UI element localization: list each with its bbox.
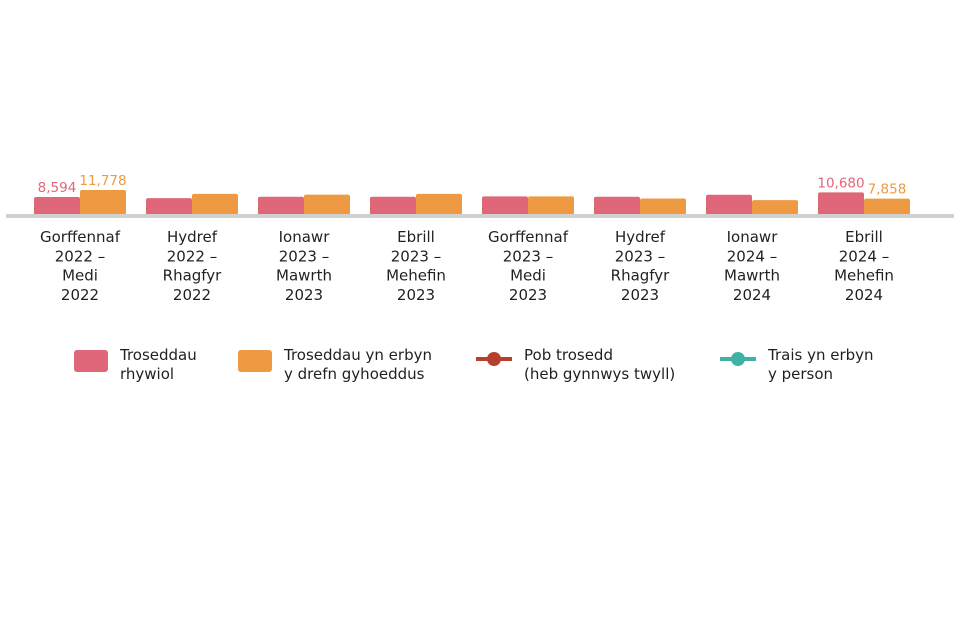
x-tick-label: Ebrill 2024 – Mehefin 2024 xyxy=(834,228,894,304)
bar-sexual-offences-6 xyxy=(706,194,752,216)
bar-public-order-6 xyxy=(752,200,798,216)
data-label: 7,858 xyxy=(868,182,907,198)
bar-sexual-offences-5 xyxy=(594,196,640,216)
data-label: 11,778 xyxy=(79,173,126,189)
x-tick-label: Gorffennaf 2023 – Medi 2023 xyxy=(488,228,569,304)
bar-sexual-offences-7 xyxy=(818,192,864,216)
bar-public-order-7 xyxy=(864,198,910,216)
x-tick-label: Ionawr 2023 – Mawrth 2023 xyxy=(276,228,332,304)
x-tick-label: Gorffennaf 2022 – Medi 2022 xyxy=(40,228,121,304)
bar-sexual-offences-3 xyxy=(370,196,416,216)
bar-sexual-offences-4 xyxy=(482,196,528,216)
x-tick-label: Ebrill 2023 – Mehefin 2023 xyxy=(386,228,446,304)
x-tick-label: Hydref 2023 – Rhagfyr 2023 xyxy=(611,228,671,304)
x-tick-label: Ionawr 2024 – Mawrth 2024 xyxy=(724,228,780,304)
data-label: 10,680 xyxy=(817,175,864,191)
bar-sexual-offences-0 xyxy=(34,197,80,216)
bar-public-order-2 xyxy=(304,194,350,216)
x-tick-label: Hydref 2022 – Rhagfyr 2022 xyxy=(163,228,223,304)
bar-public-order-3 xyxy=(416,193,462,216)
bar-public-order-1 xyxy=(192,193,238,216)
data-label: 8,594 xyxy=(38,180,77,196)
bar-public-order-0 xyxy=(80,190,126,216)
bar-public-order-4 xyxy=(528,196,574,216)
bar-sexual-offences-2 xyxy=(258,196,304,216)
bar-public-order-5 xyxy=(640,198,686,216)
bar-sexual-offences-1 xyxy=(146,198,192,216)
